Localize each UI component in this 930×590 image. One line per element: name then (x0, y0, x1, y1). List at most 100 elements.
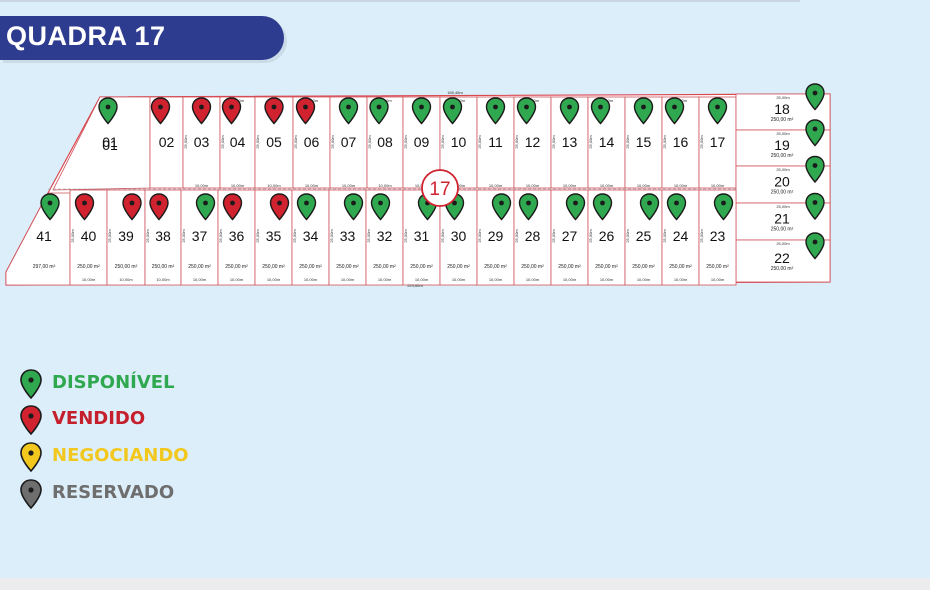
dimension-label: 25,00m (403, 229, 408, 243)
map-pin-icon[interactable] (149, 193, 169, 221)
map-pin-icon[interactable] (191, 97, 212, 125)
map-pin-icon[interactable] (40, 193, 60, 221)
map-pin-icon (20, 369, 42, 399)
map-pin-icon[interactable] (343, 193, 364, 221)
lot-area: 250,00 m² (336, 264, 359, 270)
lot-number: 30 (451, 228, 467, 244)
dimension-label: 25,00m (293, 135, 298, 149)
map-pin-icon[interactable] (633, 97, 654, 125)
pin-dot (499, 200, 504, 206)
map-pin-icon[interactable] (295, 97, 316, 125)
map-pin-icon[interactable] (269, 193, 290, 221)
dimension-label: 10,00m (600, 277, 614, 282)
map-pin-icon[interactable] (805, 232, 825, 260)
map-pin-icon[interactable] (411, 97, 432, 125)
map-pin-icon[interactable] (222, 193, 243, 221)
bottom-band (0, 578, 930, 590)
block-number: 17 (429, 179, 450, 200)
pin-dot (812, 200, 818, 205)
pin-dot (450, 104, 455, 110)
map-pin-icon[interactable] (264, 97, 284, 125)
map-pin-icon[interactable] (442, 97, 463, 125)
map-pin-icon[interactable] (195, 193, 216, 221)
map-pin-icon[interactable] (296, 193, 317, 221)
pin-body (442, 97, 463, 125)
map-pin-icon[interactable] (516, 97, 537, 125)
map-pin-icon (20, 479, 42, 509)
pin-dot (376, 104, 382, 110)
map-pin-icon[interactable] (559, 97, 580, 125)
pin-dot (812, 126, 818, 132)
map-pin-icon[interactable] (707, 97, 728, 125)
pin-dot (346, 104, 351, 110)
lot-number: 07 (341, 134, 357, 150)
lot-number: 08 (377, 134, 393, 150)
pin-body (713, 193, 734, 221)
dimension-label: 25,00m (776, 167, 790, 172)
map-pin-icon[interactable] (713, 193, 734, 221)
map-pin-icon[interactable] (74, 193, 95, 221)
map-pin-icon[interactable] (221, 97, 242, 125)
pin-body (222, 193, 243, 221)
lot-number: 11 (488, 134, 503, 150)
pin-body (805, 192, 825, 221)
map-pin-icon[interactable] (370, 193, 391, 221)
dimension-label: 10,00m (305, 183, 319, 188)
lot-area: 250,00 m² (771, 266, 794, 272)
lot-number: 41 (36, 228, 52, 244)
map-pin-icon[interactable] (664, 97, 685, 125)
pin-dot (203, 200, 208, 206)
dimension-label: 10,00m (156, 277, 170, 282)
dimension-label: 25,00m (551, 229, 556, 243)
pin-body (295, 97, 316, 125)
dimension-label: 25,00m (662, 135, 667, 149)
dimension-label: 10,00m (526, 183, 540, 188)
pin-body (98, 97, 118, 125)
pin-dot (573, 200, 578, 206)
dimension-label: 25,00m (220, 135, 225, 149)
pin-body (150, 97, 171, 125)
pin-body (221, 97, 242, 125)
dimension-label: 25,00m (699, 229, 704, 243)
map-pin-icon[interactable] (491, 193, 512, 221)
lot-area: 250,00 m² (706, 264, 729, 270)
map-pin-icon[interactable] (805, 119, 825, 147)
map-pin-icon[interactable] (805, 192, 825, 221)
lot-number: 39 (118, 228, 134, 244)
map-pin-icon[interactable] (592, 193, 613, 221)
dimension-label: 25,00m (776, 241, 790, 246)
map-pin-icon[interactable] (590, 97, 611, 125)
pin-body (559, 97, 580, 125)
map-pin-icon[interactable] (639, 193, 660, 221)
dimension-label: 25,00m (514, 135, 519, 149)
map-pin-icon[interactable] (666, 193, 687, 221)
dimension-label: 10,00m (342, 183, 356, 188)
map-pin-icon[interactable] (369, 97, 389, 125)
lot-area: 250,00 m² (669, 264, 692, 270)
lot-number: 06 (304, 134, 320, 150)
lot-number: 32 (377, 228, 393, 244)
map-pin-icon[interactable] (565, 193, 586, 221)
map-pin-icon[interactable] (98, 97, 118, 125)
dimension-label: 10,00m (378, 277, 392, 282)
lot-number: 24 (673, 228, 689, 244)
map-pin-icon[interactable] (805, 155, 825, 184)
map-pin-icon[interactable] (805, 83, 825, 111)
map-pin-icon[interactable] (338, 97, 359, 125)
map-pin-icon[interactable] (485, 97, 506, 125)
lot-area: 250,00 m² (447, 264, 470, 270)
pin-body (195, 193, 216, 221)
dimension-label: 25,00m (588, 135, 593, 149)
map-pin-icon[interactable] (150, 97, 171, 125)
lot-number: 13 (562, 134, 578, 150)
lot-area: 250,00 m² (115, 264, 138, 270)
lot-number: 09 (414, 134, 430, 150)
dimension-label: 25,00m (367, 135, 372, 149)
lot-number: 01 (102, 137, 118, 153)
dimension-label: 10,00m (711, 183, 725, 188)
map-pin-icon[interactable] (518, 193, 539, 221)
dimension-label: 10,00m (452, 183, 466, 188)
dimension-label: 223,66m (407, 283, 423, 288)
map-pin-icon[interactable] (122, 193, 142, 221)
pin-dot (304, 200, 309, 206)
